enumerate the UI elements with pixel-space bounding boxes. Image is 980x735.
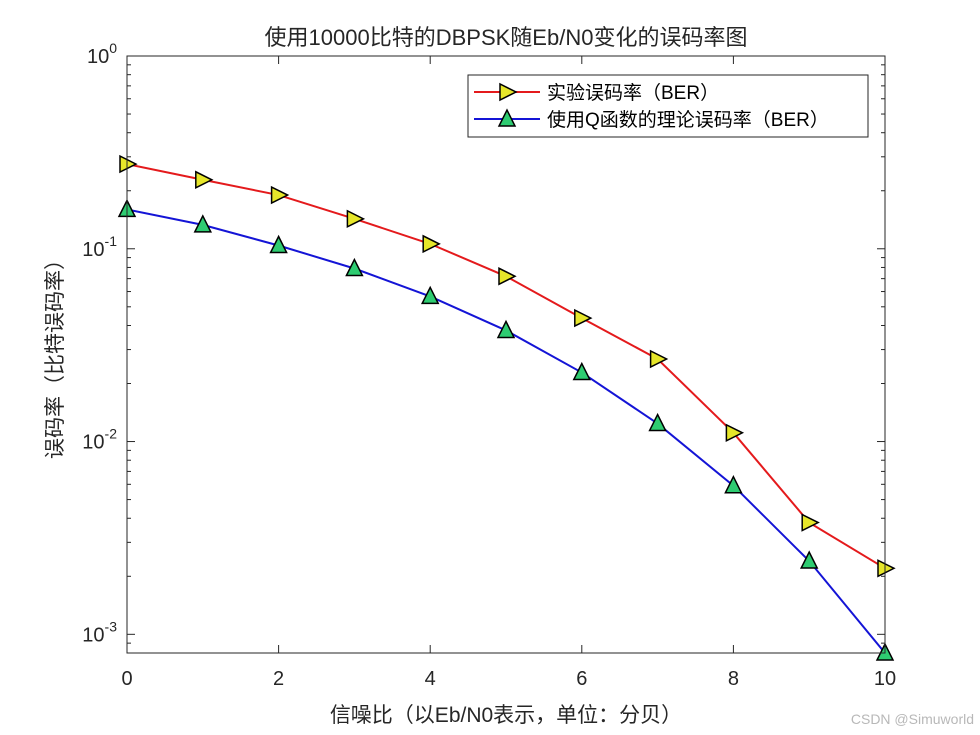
series-1-point [496,319,516,339]
x-tick-label: 4 [425,668,436,690]
watermark: CSDN @Simuworld [850,711,974,727]
series-0-point [270,185,290,205]
series-1-point [572,361,592,381]
series-0-point [498,267,517,286]
series-1-point [269,234,288,254]
x-tick-label: 6 [576,668,587,690]
series-0-point [195,170,214,189]
plot-area [127,56,885,653]
x-tick-label: 2 [273,668,284,690]
y-tick-label: 100 [87,40,117,68]
series-1-point [420,285,440,305]
series-0-point [119,154,138,174]
legend-entry-label: 使用Q函数的理论误码率（BER） [547,109,829,131]
x-axis-label: 信噪比（以Eb/N0表示，单位：分贝） [330,704,682,727]
series-0-point [574,308,593,328]
series-1-point [799,550,819,569]
legend-marker [499,82,518,102]
x-tick-label: 10 [874,668,896,690]
y-axis-label: 误码率（比特误码率） [44,249,67,459]
legend-entry-label: 实验误码率（BER） [547,82,719,104]
chart-title: 使用10000比特的DBPSK随Eb/N0变化的误码率图 [265,25,748,50]
series-layer [117,154,896,661]
legend-box [467,74,869,138]
series-1-point [648,412,667,432]
legend: 实验误码率（BER） 使用Q函数的理论误码率（BER） [467,74,869,138]
series-0-point [346,209,366,229]
x-tick-label: 0 [121,668,132,690]
plot-frame [126,55,886,654]
series-0-point [801,513,820,532]
series-1-point [345,257,364,277]
y-tick-label: 10-1 [82,233,117,261]
series-1-point [193,214,213,233]
y-tick-label: 10-3 [82,618,117,646]
axes-layer: 100 10-1 10-2 10-30 2 4 6 8 10 [82,40,896,690]
series-0-point [422,234,441,254]
series-0-point [877,559,896,578]
legend-marker [497,108,517,127]
series-0-point [725,423,745,443]
x-tick-label: 8 [728,668,739,690]
series-0-point [649,349,669,369]
y-tick-label: 10-2 [82,426,117,454]
series-1-point [724,475,743,494]
